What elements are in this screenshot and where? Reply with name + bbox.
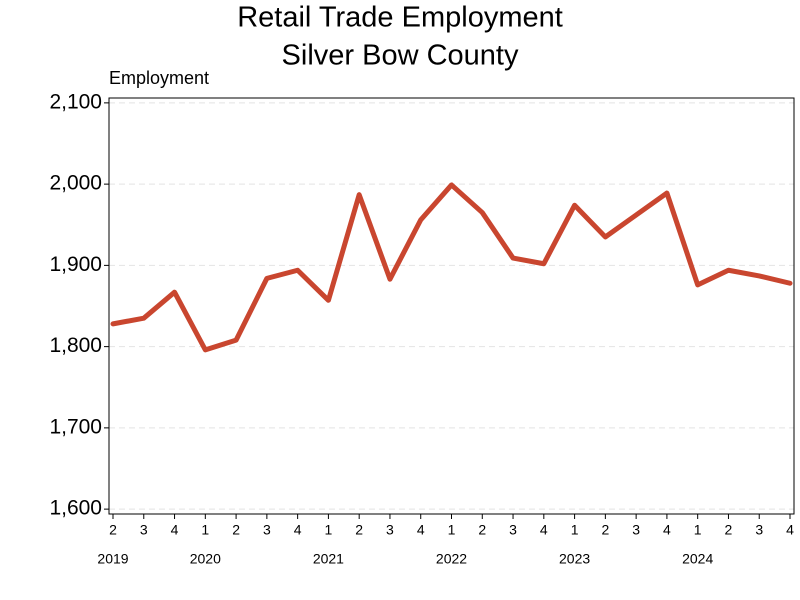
y-tick-label: 1,900: [49, 253, 102, 276]
y-tick-label: 1,800: [49, 334, 102, 357]
x-tick-label: 2: [232, 522, 240, 538]
x-tick-label: 2: [601, 522, 609, 538]
y-tick-label: 2,000: [49, 172, 102, 195]
y-tick-label: 1,600: [49, 497, 102, 520]
x-tick-label: 3: [386, 522, 394, 538]
x-tick-label: 1: [201, 522, 209, 538]
x-tick-label: 4: [786, 522, 794, 538]
x-group-label: 2020: [190, 551, 221, 567]
x-tick-label: 2: [109, 522, 117, 538]
x-group-label: 2024: [682, 551, 713, 567]
x-tick-label: 3: [509, 522, 517, 538]
x-tick-label: 2: [725, 522, 733, 538]
chart-subtitle: Silver Bow County: [282, 40, 519, 72]
x-tick-label: 2: [478, 522, 486, 538]
x-tick-label: 4: [540, 522, 548, 538]
x-group-label: 2021: [313, 551, 344, 567]
x-tick-label: 1: [325, 522, 333, 538]
x-tick-label: 4: [417, 522, 425, 538]
plot-frame: [108, 97, 795, 515]
x-tick-label: 1: [448, 522, 456, 538]
x-tick-label: 3: [263, 522, 271, 538]
x-group-label: 2022: [436, 551, 467, 567]
y-tick-label: 1,700: [49, 415, 102, 438]
x-tick-label: 4: [171, 522, 179, 538]
x-group-label: 2019: [97, 551, 128, 567]
y-axis-label: Employment: [109, 68, 209, 88]
x-tick-label: 1: [571, 522, 579, 538]
x-tick-label: 4: [663, 522, 671, 538]
x-group-label: 2023: [559, 551, 590, 567]
x-tick-label: 1: [694, 522, 702, 538]
x-tick-label: 3: [140, 522, 148, 538]
x-tick-label: 3: [632, 522, 640, 538]
x-tick-label: 3: [755, 522, 763, 538]
x-tick-label: 4: [294, 522, 302, 538]
chart-title: Retail Trade Employment: [237, 2, 563, 34]
x-tick-label: 2: [355, 522, 363, 538]
y-tick-label: 2,100: [49, 90, 102, 113]
data-line: [110, 182, 793, 353]
